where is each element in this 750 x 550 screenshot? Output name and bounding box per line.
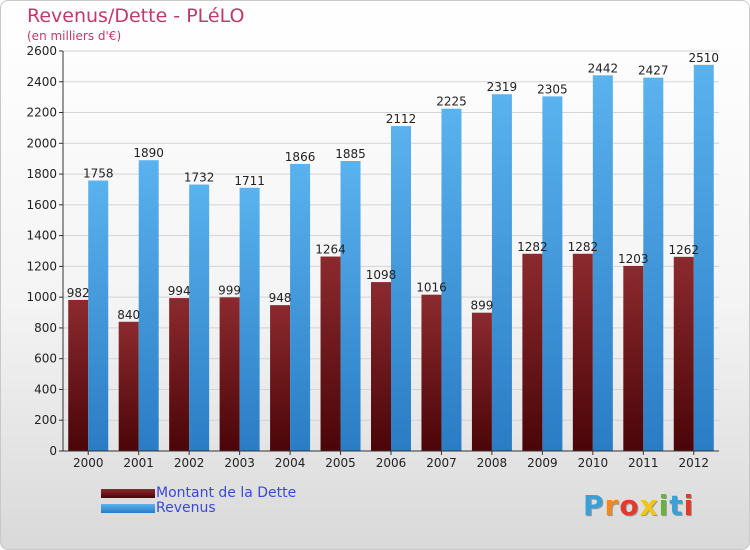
logo-letter: i [683, 489, 695, 522]
bar-revenue [340, 161, 361, 451]
axes: 0 200 400 600 800 1000 1200 1400 1600 1800 2000 220… [26, 44, 719, 470]
data-label-revenue: 2427 [638, 64, 669, 78]
legend-label-debt: Montant de la Dette [156, 485, 297, 501]
data-label-revenue: 2442 [588, 61, 619, 75]
logo-letter: r [604, 489, 620, 522]
bar-revenue [643, 77, 664, 451]
bar-revenue [693, 64, 714, 451]
bar-chart: 982 1758 840 1890 994 1732 999 1711 948 1866 1264 1… [26, 44, 719, 470]
bar-revenue [592, 75, 613, 452]
y-tick-label: 1200 [26, 259, 57, 273]
x-tick-label: 2007 [426, 456, 457, 470]
bar-revenue [88, 180, 109, 452]
bar-debt [623, 265, 644, 451]
legend-swatch-revenue [101, 504, 155, 513]
x-tick-label: 2006 [376, 456, 407, 470]
data-label-debt: 1282 [517, 240, 548, 254]
x-tick-label: 2011 [628, 456, 659, 470]
y-tick-label: 0 [49, 444, 57, 458]
data-label-revenue: 2510 [688, 51, 719, 65]
x-tick-label: 2012 [678, 456, 709, 470]
bar-revenue [542, 96, 563, 451]
data-label-debt: 999 [218, 283, 241, 297]
bar-debt [371, 282, 391, 451]
legend-swatch-debt [101, 489, 155, 498]
bar-debt [68, 299, 89, 451]
x-tick-label: 2000 [73, 456, 104, 470]
y-tick-label: 600 [34, 352, 57, 366]
data-label-debt: 994 [168, 284, 191, 298]
data-label-debt: 948 [269, 291, 292, 305]
x-tick-label: 2003 [224, 456, 255, 470]
bar-revenue [290, 163, 311, 451]
x-tick-label: 2004 [275, 456, 306, 470]
data-labels: 982 1758 840 1890 994 1732 999 1711 948 1866 1264 1… [67, 51, 719, 322]
proxiti-logo: Proxiti [583, 489, 694, 522]
bars [68, 64, 714, 452]
bar-revenue [441, 108, 462, 451]
data-label-debt: 1264 [315, 243, 346, 257]
y-tick-label: 400 [34, 382, 57, 396]
x-tick-label: 2005 [325, 456, 356, 470]
y-tick-label: 2400 [26, 75, 57, 89]
bar-debt [673, 256, 694, 451]
bar-debt [169, 298, 190, 451]
data-label-revenue: 1866 [285, 150, 316, 164]
y-tick-label: 1000 [26, 290, 57, 304]
logo-letter: i [658, 489, 670, 522]
data-label-revenue: 1711 [234, 174, 265, 188]
y-tick-label: 2600 [26, 44, 57, 58]
data-label-revenue: 2319 [487, 80, 518, 94]
data-label-revenue: 2305 [537, 82, 568, 96]
y-tick-label: 800 [34, 321, 57, 335]
bar-debt [118, 321, 139, 451]
bar-debt [421, 294, 442, 451]
bar-revenue [491, 94, 512, 451]
data-label-debt: 1203 [618, 252, 649, 266]
logo-letter: t [669, 489, 684, 522]
data-label-debt: 1098 [366, 268, 397, 282]
y-tick-label: 1600 [26, 198, 57, 212]
x-tick-label: 2010 [578, 456, 609, 470]
data-label-revenue: 1885 [335, 147, 366, 161]
bar-revenue [239, 187, 260, 451]
x-tick-label: 2009 [527, 456, 558, 470]
data-label-debt: 1262 [668, 243, 699, 257]
logo-letter: o [619, 489, 640, 522]
chart-title: Revenus/Dette - PLéLO [27, 5, 245, 27]
bar-revenue [189, 184, 210, 452]
data-label-revenue: 1890 [133, 146, 164, 160]
legend-label-revenue: Revenus [156, 500, 216, 516]
data-label-revenue: 1758 [83, 167, 114, 181]
bar-revenue [391, 126, 411, 452]
data-label-debt: 982 [67, 286, 90, 300]
bar-revenue [138, 160, 159, 451]
x-tick-label: 2008 [477, 456, 508, 470]
data-label-debt: 1016 [416, 281, 447, 295]
x-tick-label: 2002 [174, 456, 205, 470]
bar-debt [320, 256, 341, 451]
bar-debt [219, 297, 240, 451]
x-tick-label: 2001 [123, 456, 154, 470]
bar-debt [572, 253, 593, 451]
logo-letter: x [639, 489, 659, 522]
bar-debt [471, 312, 492, 451]
data-label-revenue: 2112 [386, 112, 417, 126]
y-tick-label: 1400 [26, 229, 57, 243]
data-label-revenue: 1732 [184, 171, 215, 185]
data-label-revenue: 2225 [436, 95, 467, 109]
bar-debt [522, 253, 543, 451]
data-label-debt: 1282 [568, 240, 599, 254]
data-label-debt: 899 [470, 299, 493, 313]
y-tick-label: 2000 [26, 136, 57, 150]
y-tick-label: 1800 [26, 167, 57, 181]
y-tick-label: 2200 [26, 106, 57, 120]
chart-subtitle: (en milliers d'€) [27, 29, 122, 43]
bar-debt [270, 305, 291, 451]
y-tick-label: 200 [34, 413, 57, 427]
data-label-debt: 840 [117, 308, 140, 322]
logo-letter: P [583, 489, 605, 522]
